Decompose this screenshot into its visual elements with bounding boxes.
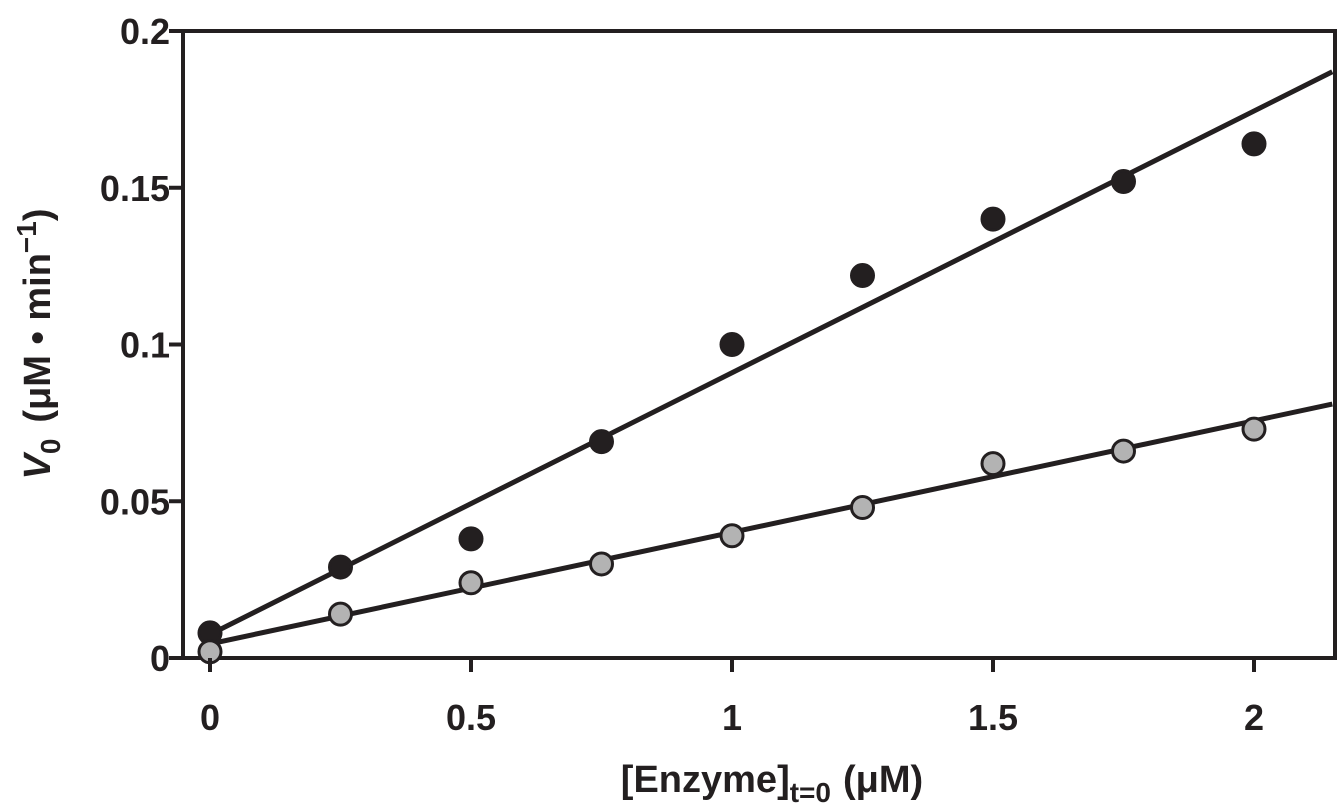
fit-lines xyxy=(208,69,1334,647)
data-point-series-2 xyxy=(1111,438,1136,464)
x-tick-label: 0 xyxy=(200,697,220,738)
data-point-series-1 xyxy=(458,526,484,552)
y-axis-title: V0 (μM • min−1) xyxy=(11,208,66,479)
x-axis-title-subscript: t=0 xyxy=(790,777,831,808)
data-point-series-2 xyxy=(328,601,353,627)
x-tick-label: 0.5 xyxy=(446,697,496,738)
x-axis-title-main: [Enzyme] xyxy=(621,759,790,801)
data-point-series-2 xyxy=(458,570,484,596)
y-axis-title-symbol: V xyxy=(17,452,59,480)
x-tick-label: 1.5 xyxy=(968,697,1018,738)
x-tick-label: 1 xyxy=(722,697,742,738)
data-point-series-1 xyxy=(328,554,353,580)
y-tick-label: 0.15 xyxy=(100,168,170,209)
y-axis-title-subscript: 0 xyxy=(35,439,66,455)
y-axis-title-unit: (μM • min xyxy=(17,253,59,423)
data-point-series-2 xyxy=(980,451,1006,477)
x-tick-label: 2 xyxy=(1244,697,1264,738)
fit-line-series-2 xyxy=(209,401,1333,647)
data-points xyxy=(197,131,1267,665)
data-point-series-1 xyxy=(1241,131,1267,157)
data-point-series-2 xyxy=(719,523,745,549)
data-point-series-1 xyxy=(719,332,745,357)
y-tick-label: 0.2 xyxy=(120,11,170,52)
fit-line-series-1 xyxy=(208,69,1334,637)
x-axis-title: [Enzyme]t=0 (μM) xyxy=(621,759,923,808)
data-point-series-1 xyxy=(1111,168,1136,194)
data-point-series-2 xyxy=(1241,416,1267,442)
data-point-series-2 xyxy=(589,551,614,577)
y-tick-label: 0.1 xyxy=(120,325,170,366)
data-point-series-2 xyxy=(850,495,875,521)
y-tick-label: 0.05 xyxy=(100,481,170,522)
y-tick-label: 0 xyxy=(150,638,170,679)
axis-ticks: 0 0.5 1 1.5 2 0 0.05 0.1 0.15 0.2 xyxy=(100,11,1264,738)
data-point-series-1 xyxy=(850,263,875,289)
y-axis-title-unit-exponent: −1 xyxy=(11,221,42,253)
x-axis-title-unit: (μM) xyxy=(843,759,923,801)
data-point-series-1 xyxy=(589,429,614,455)
data-point-series-1 xyxy=(980,206,1006,232)
y-axis-title-unit-close: ) xyxy=(17,208,59,221)
